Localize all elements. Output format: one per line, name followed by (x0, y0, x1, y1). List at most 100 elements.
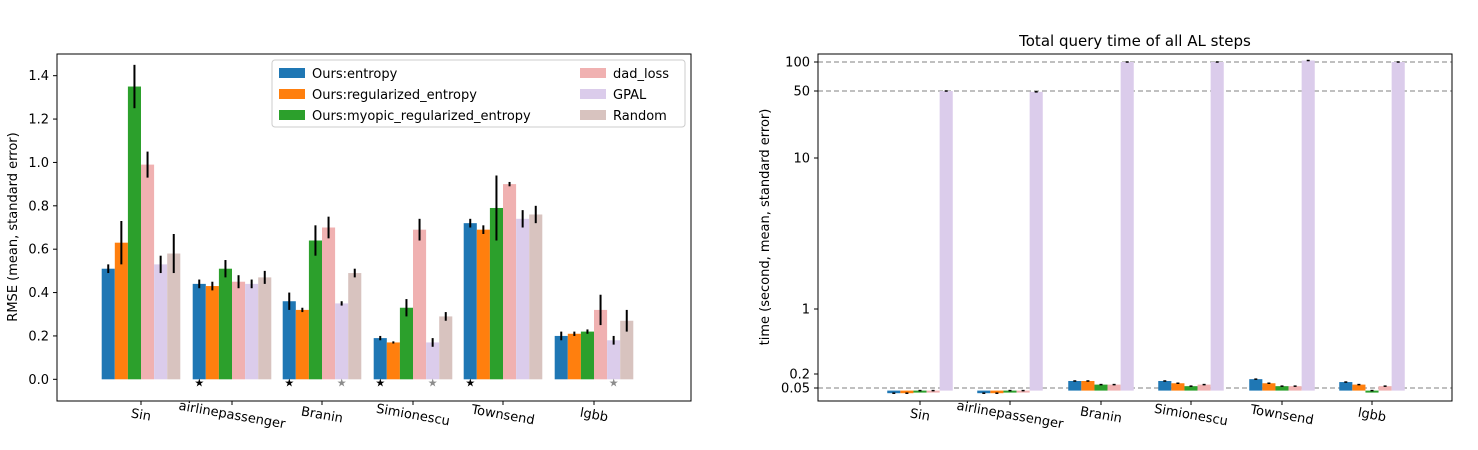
bar-ours-entropy-simionescu (373, 338, 387, 380)
bar-gpal-sin (939, 91, 953, 391)
rmse-y-label: RMSE (mean, standard error) (6, 132, 21, 321)
bar-gpal-lgbb (1391, 62, 1405, 391)
bar-random-airlinepassenger (258, 277, 272, 380)
time-bars (887, 59, 1405, 394)
time-y-label: time (second, mean, standard error) (758, 109, 773, 346)
y-tick-label: 0.0 (28, 373, 49, 388)
bar-dad-loss-simionescu (1197, 384, 1211, 391)
x-tick-label-lgbb: lgbb (1357, 406, 1388, 426)
time-reference-lines (818, 61, 1452, 389)
legend-label-ours-entropy: Ours:entropy (312, 67, 398, 82)
y-tick-label: 0.05 (781, 382, 810, 397)
x-tick-label-branin: Branin (1079, 404, 1123, 426)
time-y-ticks: 0.050.2 1 10 50 100 (781, 56, 818, 397)
bar-random-sin (167, 253, 181, 380)
bar-random-branin (348, 273, 362, 380)
bar-dad-loss-lgbb (594, 309, 608, 380)
bar-ours-myopic-regularized-entropy-sin (127, 86, 141, 380)
bar-dad-loss-branin (1107, 384, 1121, 391)
legend-label-ours-regularized-entropy: Ours:regularized_entropy (312, 88, 477, 103)
bar-ours-regularized-entropy-townsend (1262, 383, 1276, 391)
y-tick-label: 50 (793, 85, 810, 100)
y-tick-label: 0.6 (28, 243, 49, 258)
y-tick-label: 1.4 (28, 69, 49, 84)
bar-gpal-sin (154, 264, 168, 380)
star-marker-gpal-branin: ★ (337, 376, 347, 389)
x-tick-label-sin: Sin (909, 406, 931, 424)
star-marker-ours-entropy-branin: ★ (284, 376, 294, 389)
bar-ours-regularized-entropy-sin (900, 390, 914, 394)
time-chart-title: Total query time of all AL steps (1018, 32, 1251, 50)
star-marker-ours-entropy-simionescu: ★ (375, 376, 385, 389)
bar-gpal-airlinepassenger (245, 283, 259, 380)
legend-swatch-random (580, 110, 606, 120)
legend-label-gpal: GPAL (613, 88, 647, 103)
bar-ours-entropy-townsend (1249, 379, 1263, 391)
bar-ours-entropy-sin (101, 268, 115, 380)
rmse-chart: ★ ★ ★ ★ ★ ★ ★ 0.00.20.40.60.81.01.21.4 Sin airl… (6, 53, 692, 433)
y-tick-label: 0.2 (28, 329, 49, 344)
bar-dad-loss-simionescu (413, 229, 427, 380)
bar-ours-regularized-entropy-simionescu (386, 342, 400, 380)
bar-dad-loss-sin (141, 164, 155, 380)
bar-ours-regularized-entropy-sin (114, 242, 128, 380)
star-marker-gpal-lgbb: ★ (609, 376, 619, 389)
bar-ours-myopic-regularized-entropy-airlinepassenger (1003, 390, 1017, 393)
bar-ours-entropy-branin (282, 301, 296, 380)
legend: Ours:entropy Ours:regularized_entropy Ours… (271, 59, 686, 128)
bar-ours-myopic-regularized-entropy-airlinepassenger (218, 268, 232, 380)
time-x-ticks: Sin airlinepassenger Branin Simionescu Towns… (909, 399, 1387, 433)
bar-dad-loss-townsend (503, 184, 517, 380)
y-tick-label: 1 (802, 303, 810, 318)
bar-ours-entropy-simionescu (1158, 381, 1172, 391)
x-tick-label-townsend: Townsend (1248, 402, 1314, 428)
bar-ours-myopic-regularized-entropy-lgbb (1365, 390, 1379, 393)
x-tick-label-simionescu: Simionescu (375, 402, 451, 430)
legend-label-ours-myopic-regularized-entropy: Ours:myopic_regularized_entropy (312, 109, 531, 124)
legend-label-random: Random (613, 109, 667, 124)
x-tick-label-sin: Sin (130, 406, 152, 424)
bar-ours-entropy-airlinepassenger (977, 390, 991, 394)
bar-gpal-airlinepassenger (1029, 91, 1043, 391)
x-tick-label-simionescu: Simionescu (1153, 402, 1229, 430)
bar-random-townsend (529, 214, 543, 380)
bar-gpal-townsend (1301, 60, 1315, 391)
bar-ours-regularized-entropy-airlinepassenger (205, 286, 219, 380)
star-marker-gpal-simionescu: ★ (428, 376, 438, 389)
y-tick-label: 0.8 (28, 199, 49, 214)
x-tick-label-branin: Branin (300, 404, 344, 426)
star-marker-ours-entropy-townsend: ★ (465, 376, 475, 389)
rmse-x-ticks: Sin airlinepassenger Branin Simionescu Towns… (130, 399, 609, 433)
y-tick-label: 10 (793, 152, 810, 167)
bar-ours-regularized-entropy-airlinepassenger (990, 390, 1004, 394)
legend-swatch-dad-loss (580, 68, 606, 78)
legend-label-dad-loss: dad_loss (613, 67, 669, 82)
rmse-axes-frame (56, 53, 692, 402)
bar-ours-entropy-lgbb (1339, 382, 1353, 391)
x-tick-label-townsend: Townsend (469, 402, 535, 428)
bar-ours-regularized-entropy-branin (1081, 381, 1095, 391)
bar-dad-loss-branin (322, 227, 336, 380)
bar-ours-myopic-regularized-entropy-lgbb (580, 331, 594, 380)
legend-swatch-ours-regularized-entropy (279, 89, 305, 99)
bar-gpal-simionescu (1210, 62, 1224, 391)
y-tick-label: 0.2 (789, 368, 810, 383)
bar-gpal-simionescu (426, 342, 440, 380)
y-tick-label: 100 (785, 56, 810, 71)
y-tick-label: 1.2 (28, 113, 49, 128)
legend-swatch-gpal (580, 89, 606, 99)
bar-ours-entropy-airlinepassenger (192, 283, 206, 380)
legend-swatch-ours-entropy (279, 68, 305, 78)
bar-ours-regularized-entropy-lgbb (1352, 384, 1366, 391)
bar-dad-loss-lgbb (1378, 386, 1392, 391)
bar-ours-entropy-lgbb (554, 335, 568, 380)
bar-ours-myopic-regularized-entropy-branin (308, 240, 322, 380)
bar-ours-entropy-sin (887, 390, 901, 394)
star-marker-ours-entropy-airlinepassenger: ★ (194, 376, 204, 389)
bar-dad-loss-sin (926, 390, 940, 393)
bar-gpal-lgbb (607, 340, 621, 380)
bar-random-lgbb (620, 320, 634, 380)
bar-dad-loss-airlinepassenger (232, 281, 246, 380)
